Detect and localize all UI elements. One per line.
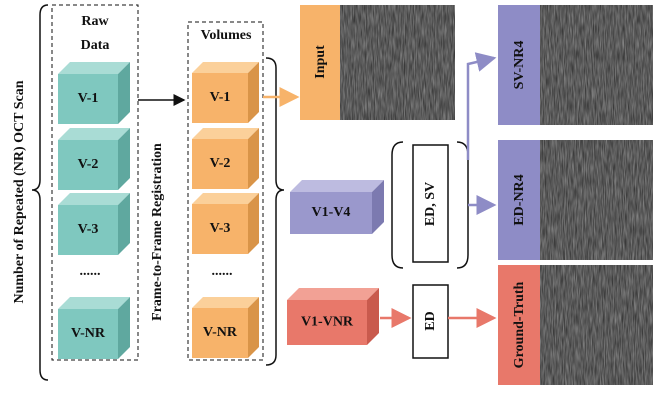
operation-label: ED	[423, 311, 438, 330]
cube-top	[58, 128, 130, 140]
cube-label: V1-VNR	[301, 315, 354, 330]
cube-top	[287, 288, 379, 300]
cube: V-3	[58, 193, 130, 255]
diagram: Number of Repeated (NR) OCT Scan Frame-t…	[0, 0, 653, 390]
cube: V1-VNR	[287, 288, 379, 345]
input-label: Input	[313, 45, 328, 79]
cube: V-NR	[58, 297, 130, 359]
left-brace	[32, 5, 48, 380]
cube-top	[192, 297, 259, 308]
cube: V1-V4	[290, 180, 384, 234]
raw-data-title: Data	[81, 38, 110, 53]
scan-noise	[340, 5, 455, 120]
scan-noise	[540, 265, 653, 385]
cube: V-NR	[192, 297, 259, 358]
left-label: Number of Repeated (NR) OCT Scan	[12, 80, 27, 303]
cube-label: V-3	[78, 222, 99, 237]
cube-label: V-1	[78, 91, 99, 106]
cube-label: V-3	[210, 221, 231, 236]
output-label: Ground-Truth	[512, 281, 527, 368]
output-label: SV-NR4	[512, 41, 527, 90]
arrow	[468, 58, 494, 160]
cube-label: V-NR	[71, 326, 106, 341]
cube-top	[58, 193, 130, 205]
bracket-right	[457, 142, 468, 268]
cube: V-1	[58, 62, 130, 124]
cube-label: V-2	[210, 156, 231, 171]
cube-top	[58, 297, 130, 309]
cube: V-3	[192, 193, 259, 254]
ellipsis: ......	[212, 264, 233, 279]
cube-label: V-1	[210, 90, 231, 105]
cube: V-2	[58, 128, 130, 190]
cube-top	[192, 128, 259, 139]
volumes-brace	[266, 58, 284, 365]
cube-top	[58, 62, 130, 74]
bracket-left	[392, 142, 403, 268]
operation-label: ED, SV	[423, 182, 438, 226]
scan-noise	[540, 140, 653, 260]
cube-label: V1-V4	[312, 205, 351, 220]
scan-noise	[540, 5, 653, 125]
cube-top	[290, 180, 384, 192]
ellipsis: ......	[80, 264, 101, 279]
output-label: ED-NR4	[512, 174, 527, 225]
raw-data-title: Raw	[81, 14, 109, 29]
cube: V-1	[192, 62, 259, 123]
cube-label: V-NR	[203, 325, 238, 340]
cube-top	[192, 193, 259, 204]
registration-label: Frame-to-Frame Registration	[150, 143, 165, 321]
cube-label: V-2	[78, 157, 99, 172]
volumes-title: Volumes	[201, 28, 252, 43]
cube: V-2	[192, 128, 259, 189]
cube-top	[192, 62, 259, 73]
